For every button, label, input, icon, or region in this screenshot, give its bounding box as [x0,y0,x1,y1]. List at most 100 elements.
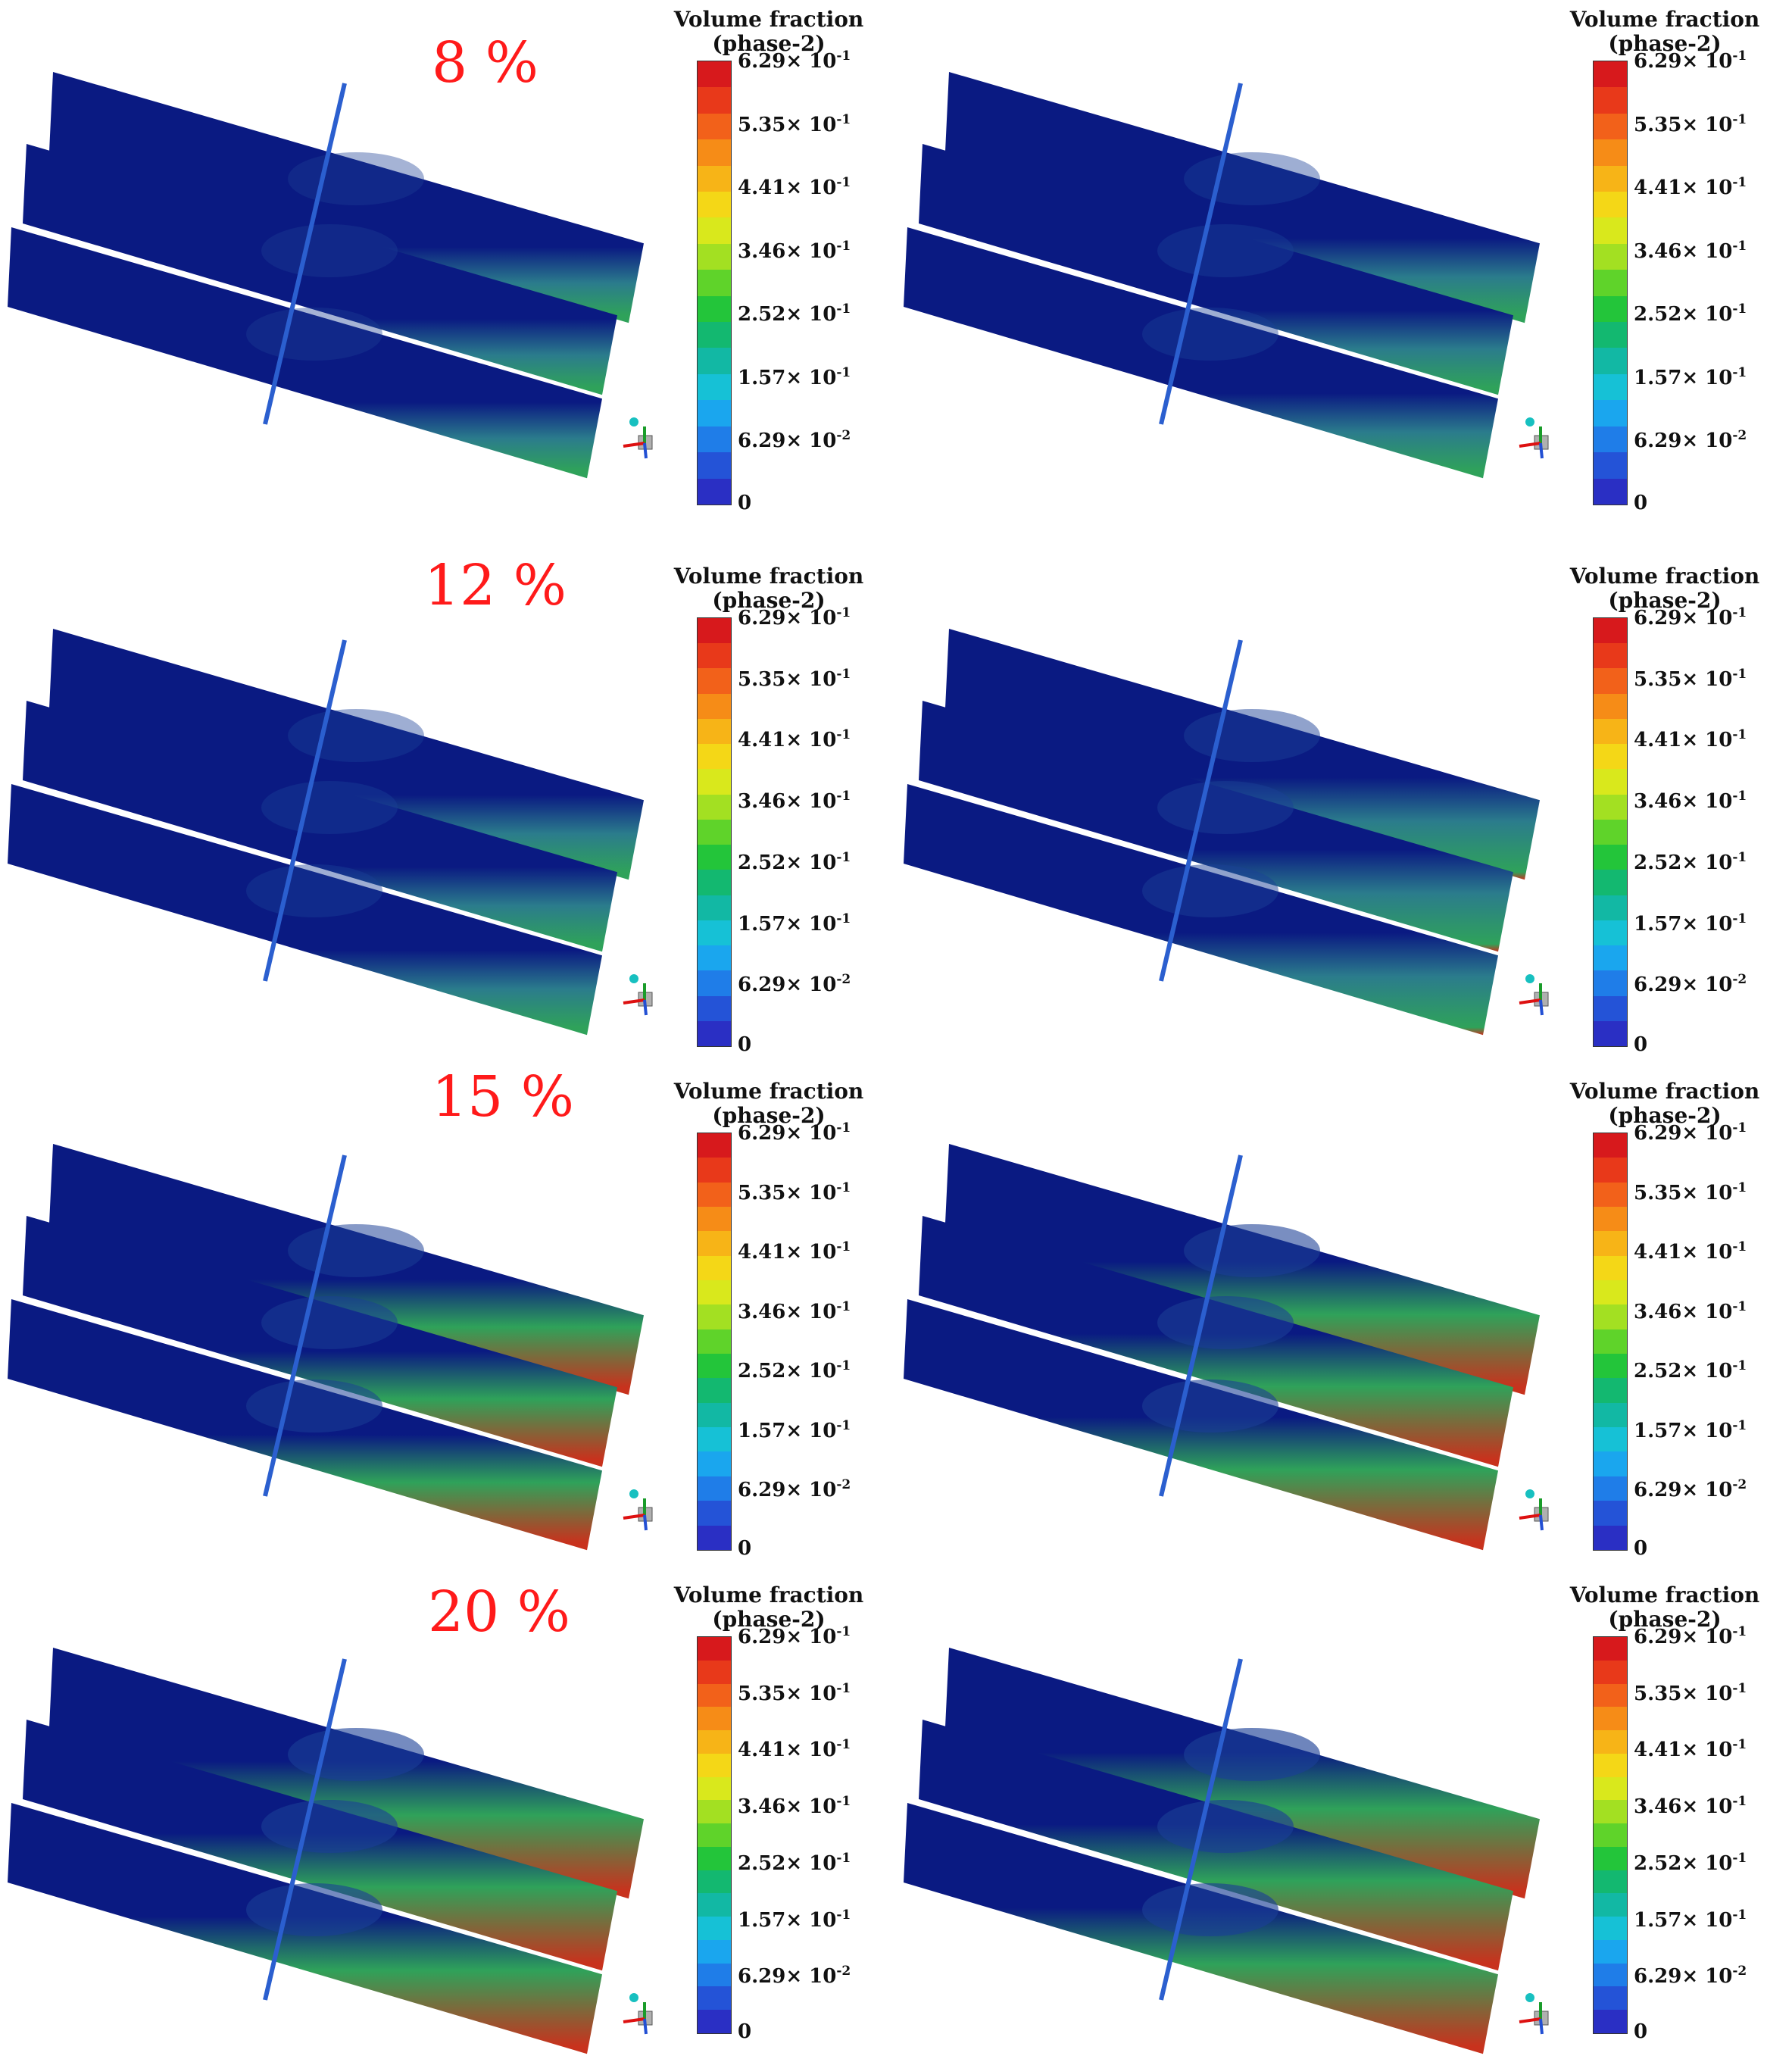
tick-mantissa: 5.35 [1634,667,1682,691]
tick-mantissa: 1.57 [738,1908,786,1932]
colorbar-tick-label: 3.46× 10-1 [738,1794,851,1818]
plume-2 [261,1800,398,1853]
tick-times: × 10 [785,973,837,997]
plume-1 [1184,152,1320,205]
tick-times: × 10 [785,1965,837,1989]
tick-times: × 10 [1681,303,1733,327]
colorbar-swatch [698,295,731,323]
plume-3 [246,1379,382,1433]
colorbar-swatch [698,1683,731,1708]
tick-exponent: -2 [836,972,851,988]
colorbar-swatch [698,920,731,946]
colorbar-tick-label: 0 [1634,1033,1647,1056]
colorbar-swatch [1594,668,1627,694]
colorbar-swatch [1594,1501,1627,1526]
colorbar-tick-label: 0 [1634,2020,1647,2043]
axis-triad-icon [623,1489,653,1531]
colorbar-tick-label: 6.29× 10-1 [738,48,851,73]
tick-times: × 10 [785,430,837,453]
plume-1 [288,709,424,762]
colorbar-swatch [698,243,731,270]
colorbar-swatch [1594,192,1627,218]
contour-panel: Volume fraction (phase-2) 6.29× 10-1 5.35× … [896,557,1792,1072]
colorbar-tick-label: 5.35× 10-1 [1634,112,1747,136]
tick-exponent: -1 [836,302,851,317]
colorbar-swatch [1594,1427,1627,1452]
tick-mantissa: 5.35 [738,1181,786,1204]
tick-exponent: -1 [1732,666,1747,682]
colorbar-swatch [698,845,731,870]
tick-exponent: -1 [836,666,851,682]
colorbar-swatch [1594,693,1627,719]
colorbar-swatch [698,1158,731,1183]
tick-mantissa: 0 [1634,1033,1648,1056]
colorbar-swatch [1594,165,1627,192]
tick-exponent: -1 [1732,789,1747,805]
colorbar-swatch [698,1133,731,1158]
colorbar-swatch [698,1917,731,1940]
plume-3 [1142,864,1278,917]
plate-1 [945,629,1540,880]
colorbar-tick-label: 4.41× 10-1 [1634,1239,1747,1264]
colorbar-swatch [698,1207,731,1232]
tick-mantissa: 6.29 [738,430,786,453]
tick-mantissa: 3.46 [1634,1795,1682,1819]
tick-times: × 10 [785,1419,837,1442]
tick-times: × 10 [1681,1739,1733,1762]
tick-exponent: -1 [1732,48,1747,64]
tick-exponent: -2 [1732,972,1747,988]
colorbar-swatch [698,165,731,192]
tick-mantissa: 5.35 [1634,113,1682,136]
plume-3 [1142,1883,1278,1936]
tick-mantissa: 4.41 [738,1241,786,1264]
tick-times: × 10 [1681,1908,1733,1932]
colorbar-swatch [698,1846,731,1870]
colorbar-swatch [698,1776,731,1801]
contour-panel: Volume fraction (phase-2) 6.29× 10-1 5.35× … [0,1072,896,1576]
tick-mantissa: 3.46 [738,1795,786,1819]
colorbar-tick-label: 1.57× 10-1 [738,911,851,936]
colorbar-swatch [1594,1963,1627,1987]
tick-exponent: -2 [1732,1477,1747,1493]
colorbar-swatch [1594,1476,1627,1501]
tick-mantissa: 2.52 [738,1851,786,1875]
colorbar-swatch [1594,1753,1627,1777]
colorbar-tick-label: 6.29× 10-1 [738,1624,851,1648]
colorbar-tick-label: 5.35× 10-1 [1634,1681,1747,1705]
tick-times: × 10 [785,1851,837,1875]
plume-2 [1157,1296,1294,1349]
tick-mantissa: 6.29 [1634,607,1682,630]
tick-mantissa: 1.57 [1634,366,1682,389]
tick-times: × 10 [1681,1419,1733,1442]
colorbar [697,1636,732,2034]
tick-times: × 10 [785,1682,837,1705]
colorbar-swatch [698,1893,731,1917]
colorbar-swatch [698,693,731,719]
colorbar-swatch [1594,1451,1627,1476]
colorbar-swatch [1594,1776,1627,1801]
tick-times: × 10 [785,1795,837,1819]
tick-times: × 10 [1681,607,1733,630]
colorbar-swatch [698,217,731,244]
colorbar-swatch [698,1427,731,1452]
colorbar-swatch [1594,270,1627,296]
tick-exponent: -1 [836,849,851,865]
colorbar-tick-label: 3.46× 10-1 [1634,789,1747,813]
contour-panel: Volume fraction (phase-2) 6.29× 10-1 5.35× … [0,0,896,530]
colorbar-tick-label: 6.29× 10-1 [1634,48,1747,73]
colorbar-swatch [698,643,731,669]
colorbar-swatch [698,1231,731,1256]
tick-mantissa: 4.41 [738,729,786,752]
colorbar-swatch [1594,1354,1627,1379]
tick-exponent: -1 [1732,1624,1747,1639]
colorbar-swatch [698,1707,731,1730]
colorbar-swatch [1594,845,1627,870]
colorbar-swatch [1594,1683,1627,1708]
colorbar [697,617,732,1047]
colorbar-title: Volume fraction (phase-2) [1551,1583,1778,1632]
colorbar-title-line2: (phase-2) [712,1607,826,1632]
plume-1 [288,1224,424,1277]
axis-triad-icon [1519,417,1549,459]
tick-mantissa: 2.52 [1634,303,1682,327]
colorbar-swatch [698,1354,731,1379]
